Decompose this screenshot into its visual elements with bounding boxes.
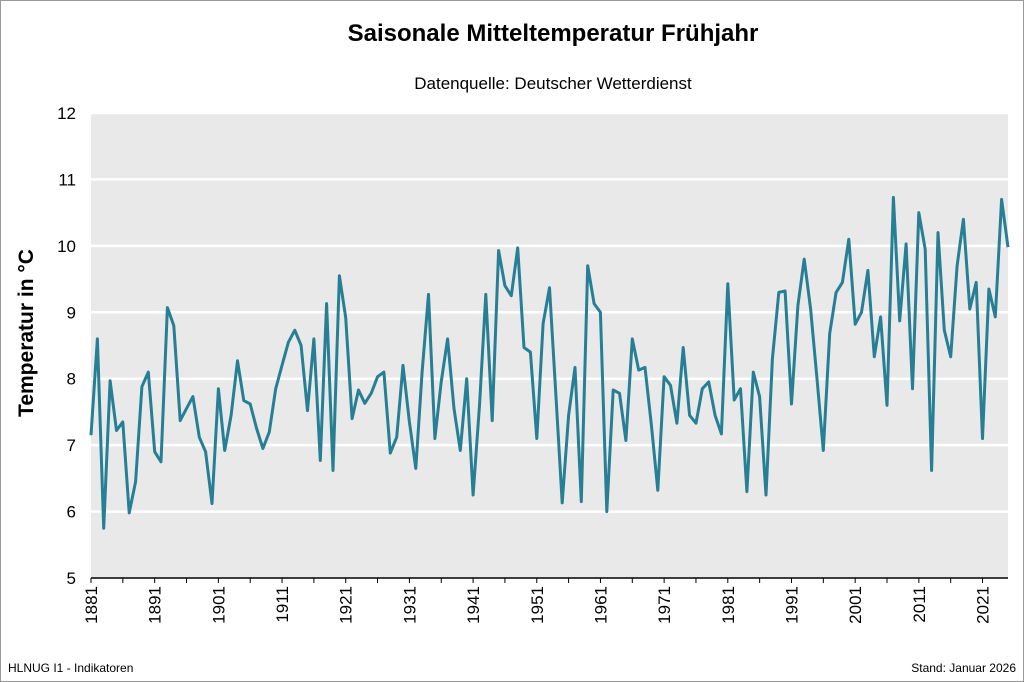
x-tick-label: 2021: [974, 586, 993, 624]
y-tick-label: 6: [67, 503, 76, 522]
x-tick-label: 1921: [337, 586, 356, 624]
x-tick-label: 2011: [910, 586, 929, 623]
y-tick-label: 12: [57, 104, 76, 123]
x-tick-label: 2001: [846, 586, 865, 624]
chart-subtitle: Datenquelle: Deutscher Wetterdienst: [414, 74, 692, 93]
plot-area: [91, 113, 1008, 578]
chart-title: Saisonale Mitteltemperatur Frühjahr: [348, 20, 759, 47]
y-axis-label: Temperatur in °C: [15, 249, 38, 417]
x-tick-label: 1891: [146, 586, 165, 624]
temperature-line: [89, 195, 1010, 530]
x-tick-label: 1881: [82, 586, 101, 624]
y-tick-label: 5: [67, 569, 76, 588]
x-tick-label: 1961: [591, 586, 610, 624]
footer-source: HLNUG I1 - Indikatoren: [8, 661, 134, 675]
x-tick-label: 1991: [782, 586, 801, 624]
x-tick-label: 1971: [655, 586, 674, 624]
x-tick-label: 1941: [464, 586, 483, 624]
footer-date: Stand: Januar 2026: [911, 661, 1016, 675]
y-tick-label: 8: [67, 370, 76, 389]
x-tick-label: 1901: [209, 586, 228, 624]
y-tick-label: 10: [57, 237, 76, 256]
y-tick-label: 7: [67, 436, 76, 455]
x-tick-label: 1931: [400, 586, 419, 624]
y-tick-label: 9: [67, 303, 76, 322]
x-tick-label: 1981: [719, 586, 738, 624]
x-tick-label: 1951: [528, 586, 547, 624]
y-tick-label: 11: [58, 170, 76, 189]
x-tick-label: 1911: [273, 586, 292, 623]
